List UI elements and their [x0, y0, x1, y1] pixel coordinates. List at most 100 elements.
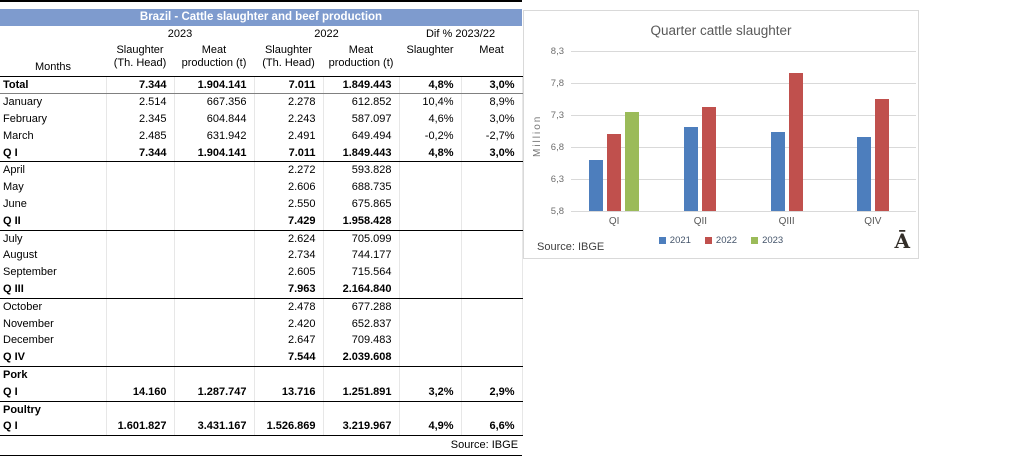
- cell-value: [174, 281, 255, 299]
- cell-value: 2.550: [254, 196, 324, 213]
- row-label: Q I: [0, 383, 107, 402]
- x-category-label: QI: [608, 216, 620, 227]
- cell-value: 1.904.141: [174, 144, 255, 163]
- cell-value: [254, 366, 324, 384]
- bar-2021-QII: [684, 126, 699, 211]
- cell-value: 4,9%: [399, 418, 462, 437]
- row-label: Q II: [0, 212, 107, 231]
- cell-value: [461, 230, 523, 248]
- cell-value: 4,6%: [399, 111, 462, 128]
- table-row: November 2.420 652.837: [0, 315, 523, 333]
- col-header-slaughter-2023: Slaughter: [116, 43, 164, 56]
- row-label: June: [0, 196, 107, 213]
- cell-value: 2.514: [106, 93, 175, 112]
- row-label: November: [0, 315, 107, 333]
- cell-value: [399, 366, 462, 384]
- row-label: Poultry: [0, 401, 107, 419]
- cell-value: -2,7%: [461, 127, 523, 145]
- cell-value: 1.849.443: [323, 76, 400, 95]
- bar-2023-QI: [625, 112, 640, 211]
- cell-value: 1.287.747: [174, 383, 255, 402]
- cell-value: 744.177: [323, 247, 400, 265]
- row-label: Q I: [0, 144, 107, 163]
- cell-value: 667.356: [174, 93, 255, 112]
- cell-value: [461, 401, 523, 419]
- legend-item-2021: 2021: [658, 235, 691, 246]
- row-label: Total: [0, 76, 107, 95]
- col-header-dif-meat: Meat: [479, 43, 504, 56]
- cell-value: 7.963: [254, 281, 324, 299]
- cell-value: [461, 332, 523, 350]
- col-subheader-th-head-2023: (Th. Head): [106, 57, 174, 77]
- col-header-dif-slaughter: Slaughter: [406, 43, 454, 56]
- cell-value: [399, 264, 462, 282]
- table-row: January 2.514 667.356 2.278 612.852 10,4% 8,9%: [0, 93, 523, 112]
- gridline: [571, 115, 916, 116]
- cell-value: [174, 366, 255, 384]
- col-subheader-th-head-2022: (Th. Head): [254, 57, 324, 77]
- cell-value: [461, 212, 523, 231]
- cell-value: [461, 349, 523, 368]
- col-header-meat-2023: Meat: [201, 43, 227, 56]
- x-category-label: QII: [693, 216, 708, 227]
- col-subheader-blank-2: [461, 57, 523, 77]
- table-row: Total 7.344 1.904.141 7.011 1.849.443 4,8% 3,0…: [0, 76, 523, 95]
- cell-value: [174, 264, 255, 282]
- cell-value: [461, 179, 523, 197]
- cell-value: 2.734: [254, 247, 324, 265]
- cell-value: 3.431.167: [174, 418, 255, 437]
- cell-value: 587.097: [323, 111, 400, 128]
- cell-value: [174, 315, 255, 333]
- cell-value: [399, 298, 462, 316]
- cell-value: 677.288: [323, 298, 400, 316]
- y-tick-label: 6,3: [550, 174, 564, 185]
- plot-area: [571, 51, 916, 212]
- beef-production-report: Brazil - Cattle slaughter and beef produ…: [0, 0, 523, 457]
- row-label: January: [0, 93, 107, 112]
- bar-group: [744, 51, 830, 211]
- cell-value: 593.828: [323, 161, 400, 180]
- cell-value: [106, 281, 175, 299]
- cell-value: 2,9%: [461, 383, 523, 402]
- table-source: Source: IBGE: [0, 435, 523, 457]
- cell-value: 7.544: [254, 349, 324, 368]
- cell-value: [399, 281, 462, 299]
- row-label: May: [0, 179, 107, 197]
- col-subheader-production-2023: production (t): [174, 57, 255, 77]
- cell-value: [323, 401, 400, 419]
- col-header-slaughter-2022: Slaughter: [264, 43, 313, 56]
- bar-group: [571, 51, 657, 211]
- table-row: June 2.550 675.865: [0, 196, 523, 213]
- cell-value: [399, 212, 462, 231]
- cell-value: [174, 332, 255, 350]
- cell-value: [461, 298, 523, 316]
- y-tick-label: 7,8: [550, 78, 564, 89]
- dif-percent-header: Dif % 2023/22: [425, 28, 496, 40]
- year-header-2022: 2022: [314, 28, 339, 40]
- row-label: February: [0, 111, 107, 128]
- cell-value: [106, 161, 175, 180]
- cell-value: [106, 212, 175, 231]
- cell-value: [174, 230, 255, 248]
- cell-value: [399, 401, 462, 419]
- chart-title: Quarter cattle slaughter: [650, 23, 792, 38]
- row-label: August: [0, 247, 107, 265]
- legend-label: 2022: [715, 235, 738, 246]
- cell-value: [174, 401, 255, 419]
- cell-value: 604.844: [174, 111, 255, 128]
- table-row: Poultry: [0, 401, 523, 419]
- cell-value: 2.491: [254, 127, 324, 145]
- col-subheader-blank-1: [399, 57, 462, 77]
- cell-value: 2.345: [106, 111, 175, 128]
- cell-value: 675.865: [323, 196, 400, 213]
- cell-value: 3,0%: [461, 144, 523, 163]
- cell-value: [174, 161, 255, 180]
- cell-value: 6,6%: [461, 418, 523, 437]
- months-column-header: Months: [0, 26, 106, 77]
- chart-source: Source: IBGE: [537, 241, 605, 253]
- cell-value: [106, 332, 175, 350]
- cell-value: 3,2%: [399, 383, 462, 402]
- cell-value: [174, 179, 255, 197]
- row-label: October: [0, 298, 107, 316]
- cell-value: [106, 264, 175, 282]
